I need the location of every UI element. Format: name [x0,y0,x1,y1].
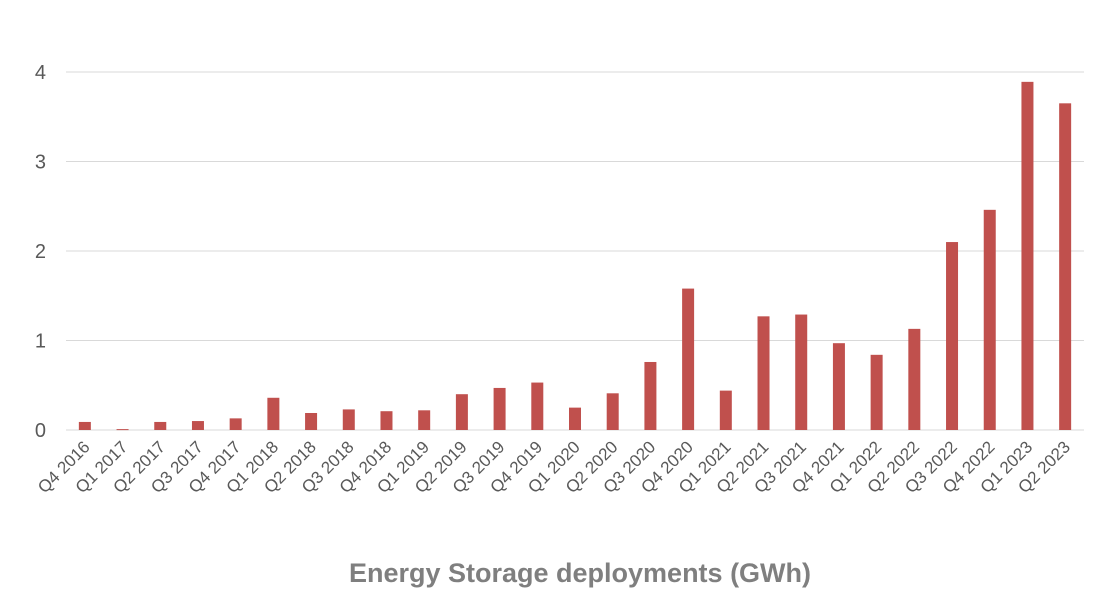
bar [870,354,883,430]
bar [1059,103,1072,430]
bar [757,316,770,430]
bar [719,390,732,430]
bar [644,361,657,430]
bar [305,412,318,430]
bar [116,429,129,431]
bar [832,343,845,430]
bar [191,421,204,430]
bar [946,242,959,430]
bar [682,288,695,430]
bar [342,409,355,430]
y-axis-ticks: 0 1 2 3 4 [35,62,46,442]
bar [795,314,808,430]
bar [78,421,91,430]
bar [455,394,468,430]
bar [267,397,280,430]
bar [154,421,167,430]
y-tick-label: 0 [35,420,46,442]
chart-title: Energy Storage deployments (GWh) [349,558,811,588]
y-tick-label: 3 [35,152,46,174]
y-tick-label: 2 [35,241,46,263]
bar [229,418,242,430]
y-tick-label: 4 [35,62,46,84]
bar [531,382,544,430]
y-tick-label: 1 [35,331,46,353]
bar [380,411,393,430]
bar [418,410,431,430]
bar [569,407,581,430]
bar [983,209,996,430]
bar [606,393,619,430]
bar [1021,81,1034,430]
bar [493,387,506,430]
gridlines [66,71,1084,431]
bars [78,81,1072,431]
bar [908,328,921,430]
